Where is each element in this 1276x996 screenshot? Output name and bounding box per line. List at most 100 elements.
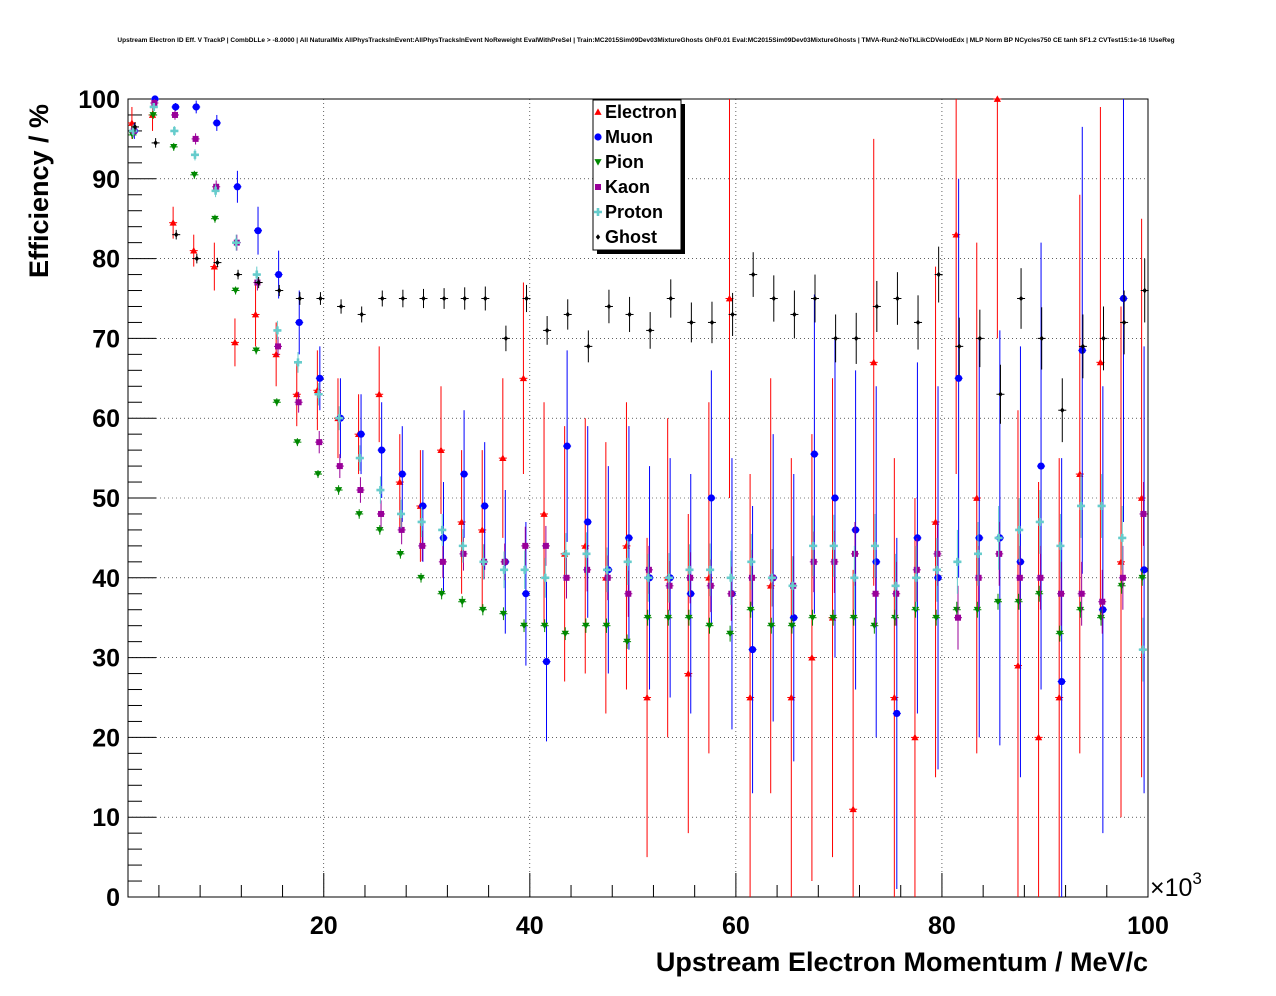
data-point xyxy=(1099,598,1106,605)
data-point xyxy=(215,259,220,266)
data-point xyxy=(893,590,900,597)
x-tick-label: 60 xyxy=(722,912,750,940)
data-point xyxy=(190,150,199,159)
data-point xyxy=(1096,358,1104,366)
data-point xyxy=(355,511,363,518)
data-point xyxy=(1056,630,1064,638)
data-point xyxy=(400,295,406,302)
data-point xyxy=(792,311,797,318)
legend-entry-electron: Electron xyxy=(594,102,677,122)
data-point xyxy=(336,463,343,470)
data-point xyxy=(622,542,631,549)
data-point xyxy=(911,733,919,741)
data-point xyxy=(524,295,529,302)
data-point xyxy=(540,510,548,517)
data-point xyxy=(854,335,859,342)
data-point xyxy=(421,295,426,302)
data-point xyxy=(812,295,818,302)
data-point xyxy=(644,573,653,582)
data-point xyxy=(503,335,509,342)
data-point xyxy=(1078,590,1085,597)
data-point xyxy=(398,470,406,478)
data-point xyxy=(767,573,776,582)
data-point xyxy=(1037,462,1045,470)
data-point xyxy=(378,446,386,454)
data-point xyxy=(1119,294,1128,303)
data-point xyxy=(460,550,467,557)
data-point xyxy=(1118,582,1126,590)
data-point xyxy=(398,526,405,533)
y-tick-label: 70 xyxy=(92,325,120,353)
data-point xyxy=(149,112,157,119)
data-point xyxy=(338,303,344,310)
data-point xyxy=(522,542,529,549)
data-point xyxy=(850,573,859,582)
data-point xyxy=(973,494,981,501)
data-point xyxy=(419,542,426,549)
data-point xyxy=(210,262,218,270)
data-point xyxy=(707,582,714,589)
data-point xyxy=(603,565,612,574)
data-point xyxy=(376,527,384,534)
legend-box xyxy=(592,99,682,251)
data-point xyxy=(748,574,755,581)
data-point xyxy=(623,557,632,566)
data-point xyxy=(211,215,219,223)
data-point xyxy=(1138,574,1146,582)
data-point xyxy=(953,606,961,614)
data-point xyxy=(252,270,261,279)
y-tick-label: 20 xyxy=(92,724,120,752)
data-point xyxy=(565,311,570,318)
data-point xyxy=(397,509,406,518)
data-point xyxy=(582,549,591,558)
data-point xyxy=(213,119,221,127)
data-point xyxy=(460,470,468,478)
data-point xyxy=(1058,590,1065,597)
data-point xyxy=(829,614,837,622)
data-point xyxy=(975,534,983,542)
data-point xyxy=(586,343,591,350)
data-point xyxy=(705,622,714,630)
legend-marker xyxy=(594,159,602,166)
legend-label: Kaon xyxy=(605,177,650,197)
data-point xyxy=(668,295,673,302)
data-point xyxy=(172,103,180,111)
data-point xyxy=(169,219,177,226)
data-point xyxy=(499,610,508,618)
data-point xyxy=(1035,517,1044,526)
legend-marker xyxy=(594,133,602,141)
data-point xyxy=(810,450,818,458)
data-point xyxy=(294,358,302,367)
data-point xyxy=(1056,541,1065,550)
data-point xyxy=(625,534,633,542)
data-point xyxy=(211,186,220,195)
axes: 0 10 20 30 40 50 60 70 80 90 100 20 40 60 80 100 xyxy=(78,86,1169,940)
legend-marker xyxy=(594,208,602,216)
data-point xyxy=(316,374,324,382)
x-tick-label: 40 xyxy=(516,912,544,940)
data-point xyxy=(977,335,983,342)
data-point xyxy=(275,343,282,350)
data-point xyxy=(334,487,343,494)
data-point xyxy=(462,295,467,302)
data-point xyxy=(850,614,858,622)
data-point xyxy=(478,526,486,533)
data-point xyxy=(522,590,530,598)
data-point xyxy=(829,541,838,550)
data-point xyxy=(273,399,281,406)
data-point xyxy=(932,614,940,622)
data-point xyxy=(748,646,757,654)
legend-entry-proton: Proton xyxy=(594,202,663,222)
data-point xyxy=(872,590,879,597)
data-point xyxy=(645,566,652,573)
data-point xyxy=(458,518,466,525)
data-point xyxy=(1018,295,1024,302)
data-point xyxy=(808,614,817,622)
data-point xyxy=(231,338,239,346)
data-point xyxy=(129,126,138,135)
data-point xyxy=(441,295,447,302)
data-point xyxy=(750,271,756,278)
data-point xyxy=(153,140,158,146)
data-point xyxy=(479,606,487,614)
data-point xyxy=(808,654,816,661)
